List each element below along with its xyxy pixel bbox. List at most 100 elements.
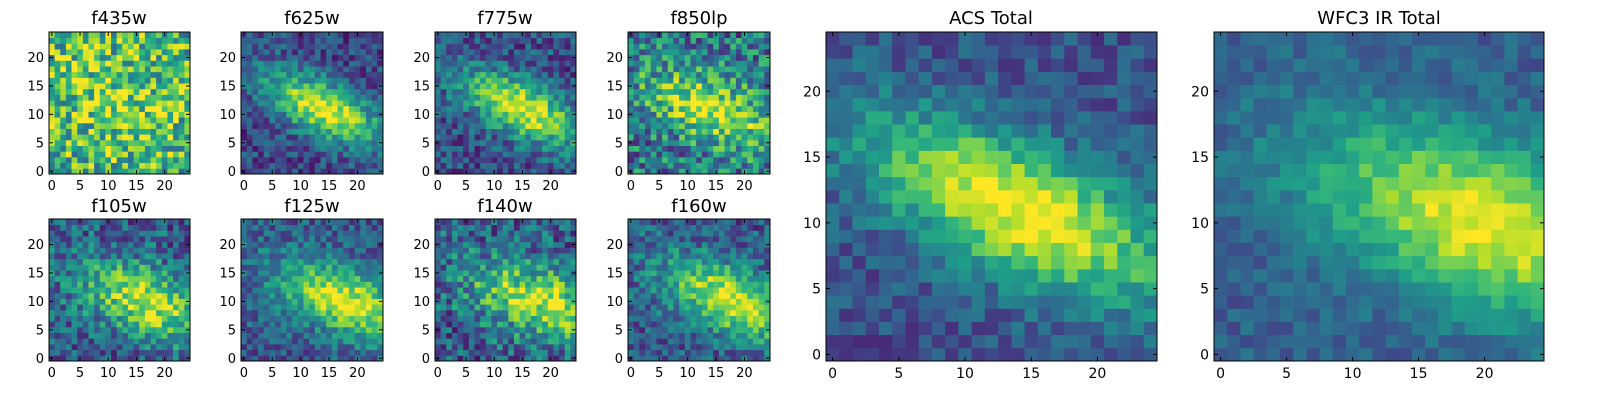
heatmap-cell bbox=[292, 276, 298, 282]
heatmap-cell bbox=[355, 89, 361, 95]
heatmap-cell bbox=[72, 327, 78, 333]
heatmap-cell bbox=[639, 94, 645, 100]
heatmap-cell bbox=[531, 129, 537, 135]
heatmap-cell bbox=[570, 247, 576, 253]
heatmap-cell bbox=[463, 344, 469, 350]
heatmap-cell bbox=[179, 129, 185, 135]
heatmap-cell bbox=[252, 219, 258, 225]
heatmap-cell bbox=[742, 287, 748, 293]
heatmap-cell bbox=[474, 123, 480, 129]
heatmap-cell bbox=[679, 276, 685, 282]
heatmap-cell bbox=[179, 299, 185, 305]
heatmap-cell bbox=[463, 304, 469, 310]
heatmap-cell bbox=[474, 43, 480, 49]
heatmap-cell bbox=[708, 151, 714, 157]
heatmap-cell bbox=[531, 259, 537, 265]
heatmap-cell bbox=[66, 129, 72, 135]
heatmap-cell bbox=[525, 94, 531, 100]
heatmap-cell bbox=[525, 253, 531, 259]
heatmap-cell bbox=[458, 140, 464, 146]
heatmap-cell bbox=[275, 134, 281, 140]
heatmap-cell bbox=[122, 333, 128, 339]
heatmap-cell bbox=[673, 350, 679, 356]
heatmap-cell bbox=[366, 253, 372, 259]
heatmap-cell bbox=[377, 72, 383, 78]
heatmap-cell bbox=[162, 333, 168, 339]
heatmap-cell bbox=[628, 293, 634, 299]
heatmap-cell bbox=[247, 55, 253, 61]
heatmap-cell bbox=[309, 355, 315, 361]
heatmap-cell bbox=[553, 168, 559, 174]
heatmap-cell bbox=[673, 163, 679, 169]
heatmap-cell bbox=[184, 106, 190, 112]
heatmap-cell bbox=[151, 129, 157, 135]
heatmap-cell bbox=[55, 350, 61, 356]
heatmap-cell bbox=[458, 49, 464, 55]
heatmap-cell bbox=[503, 72, 509, 78]
heatmap-cell bbox=[167, 100, 173, 106]
heatmap-cell bbox=[525, 293, 531, 299]
heatmap-cell bbox=[83, 49, 89, 55]
heatmap-cell bbox=[315, 83, 321, 89]
heatmap-cell bbox=[128, 327, 134, 333]
heatmap-cell bbox=[326, 225, 332, 231]
heatmap-cell bbox=[252, 350, 258, 356]
heatmap-cell bbox=[480, 38, 486, 44]
heatmap-cell bbox=[435, 333, 441, 339]
heatmap-cell bbox=[60, 100, 66, 106]
heatmap-cell bbox=[366, 264, 372, 270]
heatmap-cell bbox=[326, 89, 332, 95]
heatmap-cell bbox=[298, 310, 304, 316]
heatmap-cell bbox=[474, 219, 480, 225]
heatmap-cell bbox=[366, 38, 372, 44]
heatmap-cells bbox=[49, 219, 190, 361]
heatmap-cell bbox=[639, 134, 645, 140]
heatmap-cell bbox=[162, 270, 168, 276]
heatmap-cell bbox=[134, 89, 140, 95]
heatmap-cell bbox=[162, 236, 168, 242]
heatmap-cell bbox=[503, 333, 509, 339]
heatmap-cell bbox=[292, 321, 298, 327]
heatmap-cell bbox=[298, 327, 304, 333]
heatmap-cell bbox=[303, 259, 309, 265]
heatmap-cell bbox=[343, 281, 349, 287]
heatmap-cell bbox=[355, 281, 361, 287]
heatmap-cell bbox=[247, 236, 253, 242]
heatmap-cell bbox=[565, 146, 571, 152]
heatmap-cell bbox=[111, 327, 117, 333]
heatmap-cell bbox=[668, 106, 674, 112]
heatmap-cell bbox=[321, 259, 327, 265]
heatmap-cell bbox=[645, 151, 651, 157]
heatmap-cell bbox=[366, 293, 372, 299]
heatmap-cell bbox=[275, 168, 281, 174]
heatmap-cell bbox=[264, 55, 270, 61]
heatmap-cell bbox=[349, 281, 355, 287]
heatmap-cell bbox=[338, 94, 344, 100]
heatmap-cell bbox=[474, 129, 480, 135]
heatmap-cell bbox=[514, 129, 520, 135]
heatmap-cell bbox=[742, 89, 748, 95]
heatmap-cell bbox=[151, 242, 157, 248]
heatmap-cell bbox=[469, 230, 475, 236]
heatmap-cell bbox=[668, 321, 674, 327]
heatmap-cell bbox=[66, 83, 72, 89]
heatmap-cell bbox=[628, 72, 634, 78]
heatmap-cell bbox=[281, 299, 287, 305]
heatmap-cell bbox=[162, 157, 168, 163]
heatmap-cell bbox=[742, 344, 748, 350]
heatmap-cell bbox=[264, 299, 270, 305]
heatmap-cell bbox=[55, 60, 61, 66]
heatmap-cell bbox=[360, 247, 366, 253]
heatmap-cell bbox=[258, 77, 264, 83]
heatmap-cell bbox=[303, 344, 309, 350]
heatmap-cell bbox=[315, 304, 321, 310]
heatmap-cell bbox=[332, 350, 338, 356]
heatmap-cell bbox=[156, 350, 162, 356]
heatmap-cell bbox=[559, 94, 565, 100]
heatmap-cell bbox=[491, 299, 497, 305]
heatmap-cell bbox=[83, 264, 89, 270]
heatmap-cell bbox=[548, 112, 554, 118]
heatmap-cell bbox=[764, 157, 770, 163]
heatmap-cell bbox=[72, 140, 78, 146]
heatmap-cell bbox=[184, 350, 190, 356]
